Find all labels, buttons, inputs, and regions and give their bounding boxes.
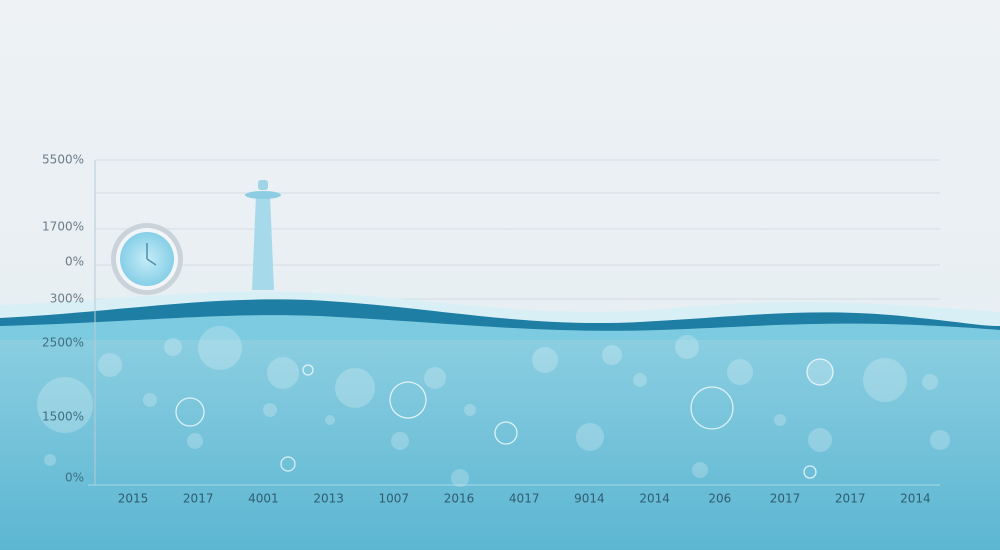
bubble [391,432,409,450]
bubble [44,454,56,466]
bubble [807,359,833,385]
x-tick-label: 9014 [574,492,605,506]
y-tick-label: 1700% [42,220,84,234]
x-tick-label: 2015 [118,492,149,506]
x-tick-label: 4001 [248,492,279,506]
clock-icon [111,223,183,295]
bubble [692,462,708,478]
bubble [325,415,335,425]
y-tick-label: 2500% [42,336,84,350]
bubble [602,345,622,365]
bubble [930,430,950,450]
bubble [494,421,518,445]
bubble [806,358,834,386]
bubble [164,338,182,356]
bubble [143,393,157,407]
bubble [808,428,832,452]
bubble [690,386,734,430]
bubble [37,377,93,433]
bubble [424,367,446,389]
bubble [175,397,205,427]
bubble [280,456,296,472]
x-tick-label: 1007 [379,492,410,506]
y-tick-label: 5500% [42,153,84,167]
y-tick-label: 0% [65,255,84,269]
x-tick-label: 2014 [639,492,670,506]
bubble [389,381,427,419]
x-tick-label: 206 [708,492,731,506]
x-tick-label: 4017 [509,492,540,506]
bubble [774,414,786,426]
bubble [263,403,277,417]
x-tick-label: 2013 [313,492,344,506]
bubble [922,374,938,390]
bubble [633,373,647,387]
y-tick-label: 0% [65,471,84,485]
y-tick-label: 1500% [42,410,84,424]
bubble [863,358,907,402]
bubble [198,326,242,370]
grid [95,159,940,300]
bubble [803,465,817,479]
bubble [576,423,604,451]
x-tick-label: 2017 [770,492,801,506]
bubble [451,469,469,487]
bubble [727,359,753,385]
bubble [335,368,375,408]
x-tick-label: 2016 [444,492,475,506]
bubble [302,364,314,376]
bubble [187,433,203,449]
bubble [532,347,558,373]
bubble [98,353,122,377]
tower [245,180,281,290]
x-tick-label: 2014 [900,492,931,506]
wave-band [0,315,1000,340]
bubble [675,335,699,359]
bubble [464,404,476,416]
bubbles [37,326,950,487]
y-tick-label: 300% [50,292,84,306]
bubble [267,357,299,389]
x-tick-label: 2017 [183,492,214,506]
water [0,320,1000,550]
x-tick-label: 2017 [835,492,866,506]
